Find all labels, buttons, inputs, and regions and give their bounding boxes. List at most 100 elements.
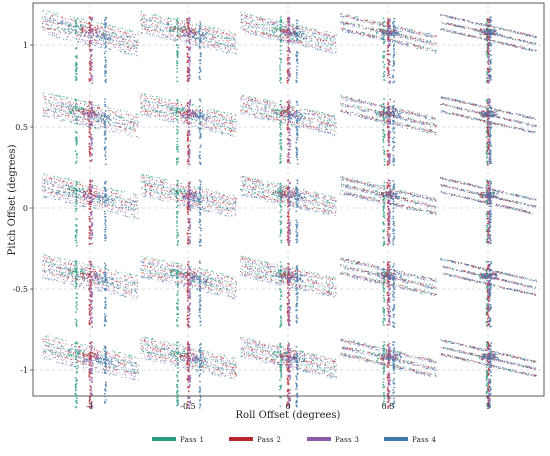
x-tick-label: -1: [86, 402, 94, 411]
wire-points: [440, 177, 537, 201]
pole-points: [295, 19, 299, 83]
wire-points: [342, 273, 432, 296]
wire-points: [340, 259, 437, 283]
pole-points: [198, 21, 202, 80]
y-tick-label: 0.5: [15, 123, 28, 132]
wire-points: [240, 274, 336, 298]
wire-points: [240, 337, 337, 363]
wire-points: [42, 188, 135, 211]
scatter-panel: [42, 335, 139, 409]
wire-points: [340, 15, 433, 38]
scatter-panel: [240, 336, 337, 409]
scatter-panel: [240, 255, 337, 328]
legend-swatch: [384, 437, 408, 441]
wire-points: [340, 264, 435, 289]
wire-points: [142, 110, 236, 133]
crossarm-points: [288, 113, 305, 120]
pole-points: [382, 261, 386, 326]
wire-points: [241, 348, 337, 373]
crossarm-points: [83, 111, 100, 119]
wire-points: [141, 274, 237, 297]
wire-points: [141, 256, 236, 278]
wire-points: [240, 268, 332, 289]
wire-points: [42, 92, 139, 116]
wire-points: [240, 270, 337, 295]
wire-points: [42, 9, 139, 33]
x-tick-label: 0: [285, 402, 290, 411]
scatter-panel: [340, 94, 437, 166]
crossarm-points: [191, 113, 208, 121]
pole-points: [295, 100, 299, 165]
wire-points: [43, 267, 137, 290]
pole-points: [90, 16, 94, 84]
wire-points: [42, 195, 139, 219]
wire-points: [140, 276, 235, 299]
wire-points: [43, 253, 138, 277]
crossarm-points: [192, 31, 209, 39]
pole-points: [382, 98, 386, 166]
wire-points: [440, 96, 534, 119]
wire-points: [45, 335, 139, 359]
wire-points: [42, 111, 133, 134]
wire-points: [240, 179, 337, 202]
crossarm-points: [289, 356, 306, 363]
y-tick-label: 1: [23, 41, 28, 50]
legend-label: Pass 3: [335, 436, 359, 444]
wire-points: [340, 14, 437, 38]
wire-points: [42, 354, 136, 378]
crossarm-points: [96, 358, 113, 365]
pole-points: [186, 17, 190, 82]
wire-points: [140, 93, 237, 116]
legend: Pass 1 Pass 2 Pass 3 Pass 4: [152, 436, 436, 444]
wire-points: [142, 100, 233, 122]
wire-points: [340, 193, 437, 216]
pole-points: [198, 179, 202, 247]
pole-points: [387, 343, 391, 408]
wire-points: [46, 13, 139, 35]
y-tick-label: 0: [23, 204, 28, 213]
wire-points: [43, 263, 139, 287]
wire-points: [241, 96, 336, 120]
crossarm-points: [191, 276, 209, 283]
wire-points: [344, 192, 433, 214]
crossarm-points: [97, 277, 114, 284]
wire-points: [42, 350, 139, 374]
wire-points: [42, 277, 137, 300]
wire-points: [440, 28, 533, 52]
pole-points: [88, 342, 92, 409]
crossarm-points: [385, 192, 401, 200]
wire-points: [243, 342, 337, 366]
wire-points: [42, 23, 139, 46]
crossarm-points: [97, 196, 114, 203]
crossarm-points: [180, 29, 197, 37]
wire-points: [43, 107, 132, 130]
wire-points: [442, 272, 533, 295]
scatter-panel: [440, 96, 537, 166]
crossarm-points: [385, 111, 402, 119]
legend-label: Pass 1: [180, 436, 204, 444]
wire-points: [240, 99, 337, 123]
wire-points: [240, 105, 335, 129]
x-tick-label: 1: [485, 402, 490, 411]
wire-points: [342, 104, 436, 128]
wire-points: [141, 95, 233, 118]
crossarm-points: [83, 354, 100, 362]
wire-points: [50, 106, 138, 127]
scatter-panel: [140, 10, 237, 83]
pole-points: [392, 341, 396, 408]
wire-points: [441, 353, 537, 377]
wire-points: [144, 100, 237, 123]
scatter-panel: [440, 177, 537, 244]
wire-points: [240, 11, 337, 36]
scatter-panel: [140, 93, 237, 166]
wire-points: [344, 268, 436, 290]
wire-points: [45, 19, 137, 43]
wire-points: [42, 178, 139, 203]
wire-points: [49, 194, 135, 216]
wire-points: [243, 28, 332, 50]
wire-points: [441, 184, 537, 207]
pole-points: [103, 98, 107, 165]
pole-points: [188, 17, 192, 82]
wire-points: [341, 185, 436, 209]
y-axis-ticks: 1 0.5 0 -0.5 -1: [13, 41, 33, 375]
